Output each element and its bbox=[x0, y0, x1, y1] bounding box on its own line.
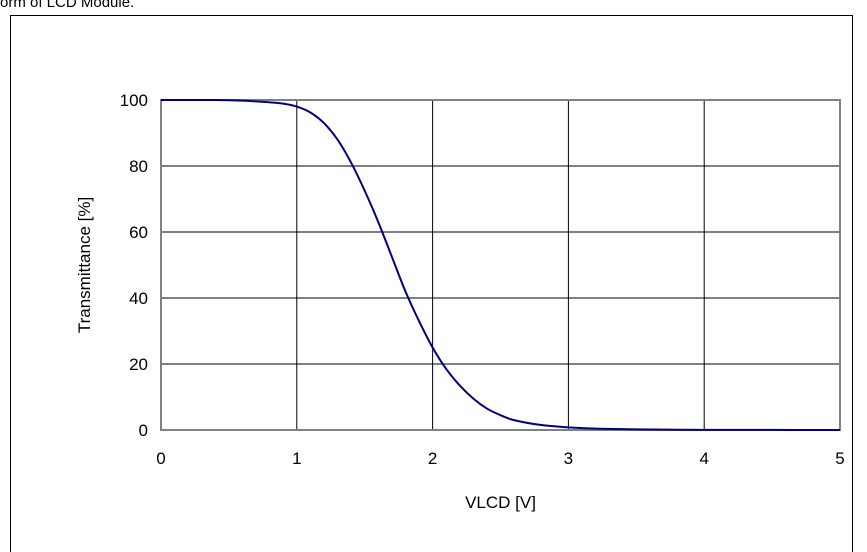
x-tick-label: 2 bbox=[428, 449, 437, 468]
y-tick-label: 20 bbox=[129, 355, 148, 374]
x-tick-label: 4 bbox=[699, 449, 708, 468]
x-tick-label: 3 bbox=[564, 449, 573, 468]
plot-area-border bbox=[160, 99, 841, 431]
x-tick-label: 5 bbox=[835, 449, 844, 468]
y-tick-label: 80 bbox=[129, 157, 148, 176]
x-axis-title: VLCD [V] bbox=[465, 493, 536, 512]
y-axis-tick-labels: 0 20 40 60 80 100 bbox=[120, 91, 148, 440]
grid-lines bbox=[160, 100, 840, 431]
x-tick-label: 0 bbox=[156, 449, 165, 468]
x-tick-label: 1 bbox=[292, 449, 301, 468]
chart-caption: orm of LCD Module. bbox=[0, 0, 135, 11]
chart-area-frame bbox=[10, 15, 853, 552]
series-line-transmittance bbox=[161, 98, 841, 431]
y-tick-label: 40 bbox=[129, 289, 148, 308]
y-tick-label: 0 bbox=[139, 421, 148, 440]
y-axis-title: Transmittance [%] bbox=[75, 197, 94, 333]
x-axis-tick-labels: 0 1 2 3 4 5 bbox=[156, 449, 844, 468]
y-tick-label: 60 bbox=[129, 223, 148, 242]
y-tick-label: 100 bbox=[120, 91, 148, 110]
